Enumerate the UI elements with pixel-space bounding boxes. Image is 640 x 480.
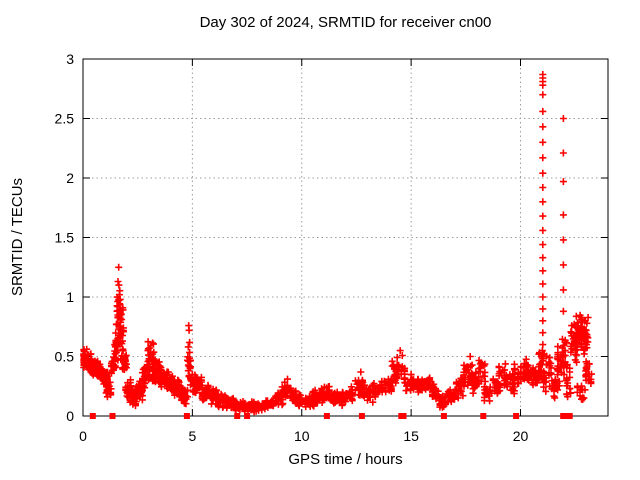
- y-tick-label: 0.5: [55, 349, 75, 365]
- zero-line-markers: [89, 413, 573, 419]
- y-tick-label: 2: [66, 170, 74, 186]
- y-tick-label: 3: [66, 51, 74, 67]
- x-tick-label: 0: [79, 428, 87, 444]
- gridlines: [83, 59, 608, 416]
- x-axis-title: GPS time / hours: [288, 451, 403, 468]
- axis-ticks: [82, 58, 608, 417]
- y-tick-label: 2.5: [55, 111, 75, 127]
- x-tick-label: 10: [294, 428, 310, 444]
- chart-title: Day 302 of 2024, SRMTID for receiver cn0…: [199, 14, 492, 31]
- x-tick-label: 15: [403, 428, 419, 444]
- x-tick-label: 20: [513, 428, 529, 444]
- y-tick-label: 1: [66, 289, 74, 305]
- y-tick-label: 1.5: [55, 230, 75, 246]
- y-tick-label: 0: [66, 408, 74, 424]
- x-tick-label: 5: [188, 428, 196, 444]
- data-points: [80, 71, 595, 416]
